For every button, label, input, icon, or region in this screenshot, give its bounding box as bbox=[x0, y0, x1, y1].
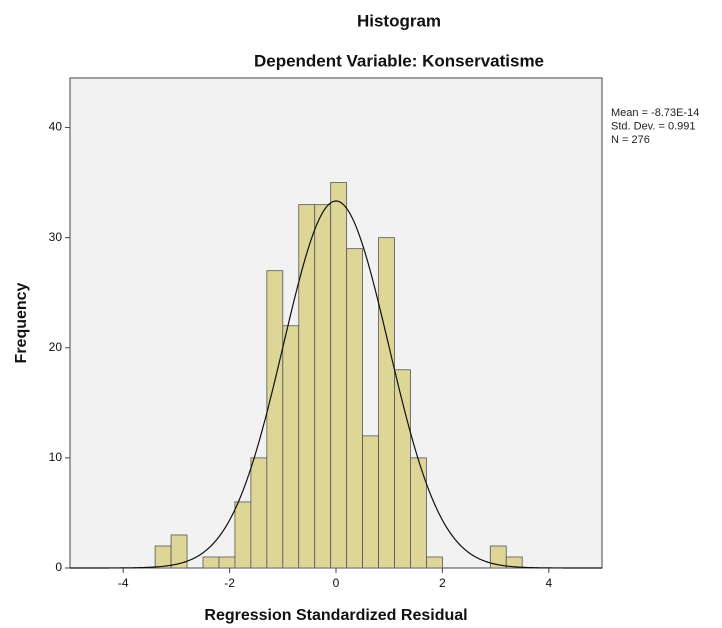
y-tick-label: 10 bbox=[49, 450, 63, 464]
bar bbox=[362, 435, 379, 569]
stats-line: Std. Dev. = 0.991 bbox=[611, 120, 696, 132]
x-axis-label: Regression Standardized Residual bbox=[204, 607, 467, 624]
y-tick-label: 20 bbox=[49, 340, 63, 354]
stats-line: N = 276 bbox=[611, 134, 650, 146]
normal-curve bbox=[70, 200, 602, 569]
bar bbox=[346, 248, 364, 569]
bar bbox=[234, 501, 252, 569]
x-tick-label: 0 bbox=[333, 576, 340, 590]
bar bbox=[314, 204, 332, 569]
bar bbox=[426, 556, 443, 569]
bar bbox=[410, 457, 427, 569]
bar bbox=[266, 270, 284, 569]
bar bbox=[394, 369, 411, 569]
bar bbox=[154, 545, 172, 569]
chart-subtitle: Dependent Variable: Konservatisme bbox=[254, 51, 544, 70]
y-tick-label: 30 bbox=[49, 230, 63, 244]
bar bbox=[282, 325, 300, 569]
bar bbox=[218, 556, 236, 569]
bar bbox=[250, 457, 268, 569]
x-tick-label: -2 bbox=[224, 576, 235, 590]
bar bbox=[202, 556, 220, 569]
stats-line: Mean = -8.73E-14 bbox=[611, 107, 699, 119]
x-tick-label: 2 bbox=[439, 576, 446, 590]
x-tick-label: -4 bbox=[118, 576, 129, 590]
bar bbox=[298, 204, 316, 569]
bar bbox=[330, 182, 348, 569]
y-tick-label: 0 bbox=[55, 560, 62, 574]
bar bbox=[378, 237, 395, 569]
y-axis-label: Frequency bbox=[13, 282, 30, 363]
y-tick-label: 40 bbox=[49, 120, 63, 134]
bar bbox=[170, 534, 188, 569]
chart-title: Histogram bbox=[357, 11, 441, 30]
x-tick-label: 4 bbox=[545, 576, 552, 590]
bar bbox=[505, 556, 523, 569]
